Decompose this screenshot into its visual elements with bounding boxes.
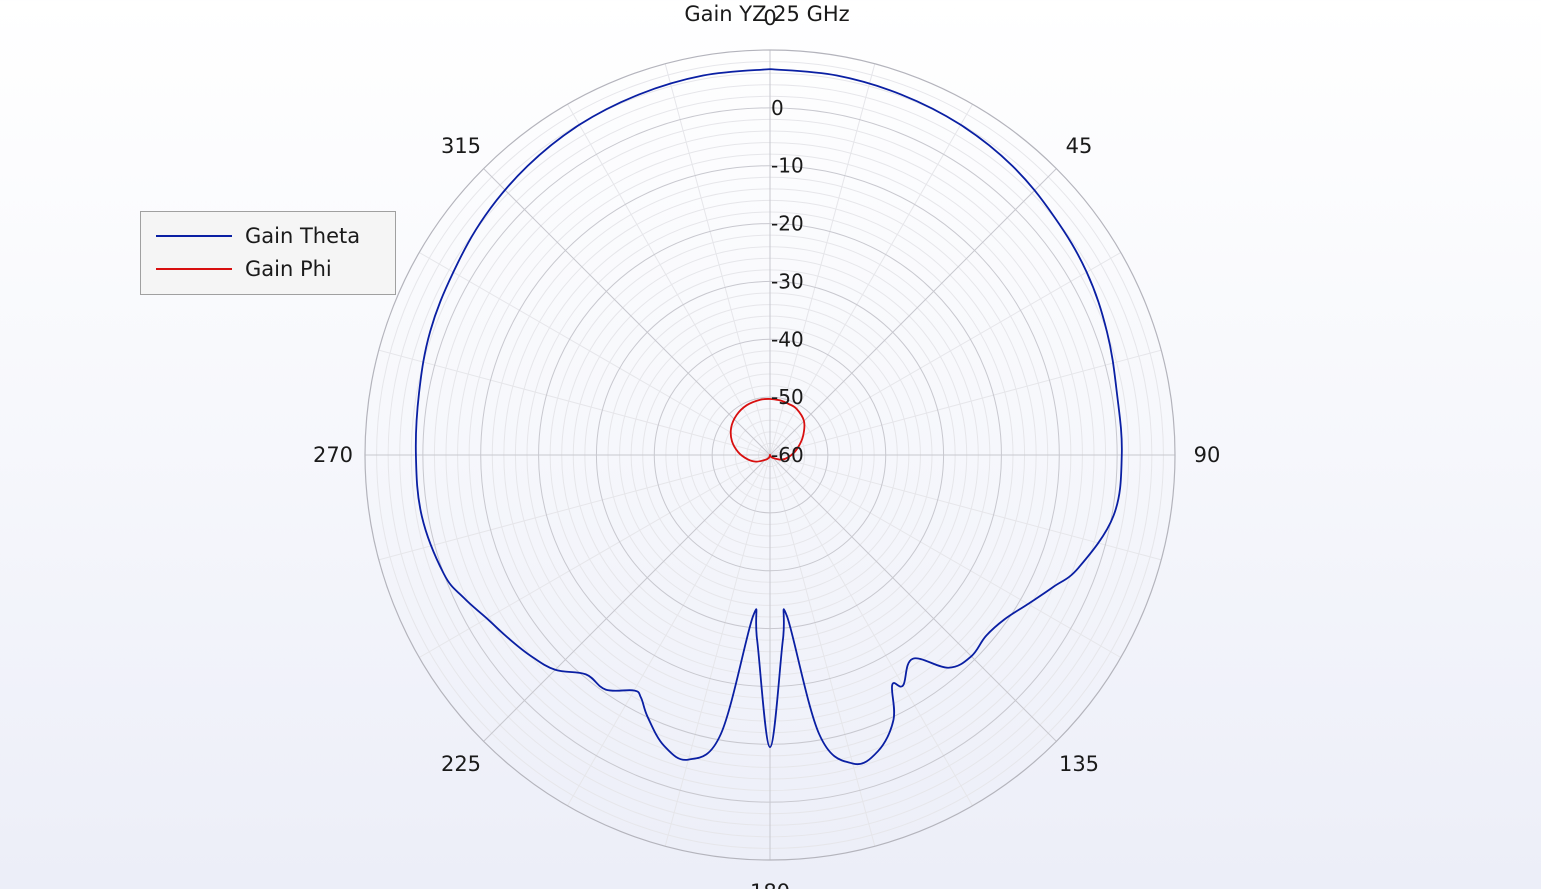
major-spoke — [769, 168, 1057, 456]
radial-tick-label: -40 — [771, 327, 804, 351]
minor-spoke — [769, 252, 1121, 456]
series-layer — [414, 68, 1123, 766]
minor-spoke — [769, 349, 1162, 456]
legend-label-gain-theta: Gain Theta — [245, 224, 360, 248]
angle-tick-label: 0 — [763, 6, 776, 30]
minor-spoke — [378, 349, 771, 456]
minor-spoke — [769, 454, 973, 806]
angle-tick-label: 180 — [750, 880, 790, 889]
radial-tick-labels: 0 -10 -20 -30 -40 -50 -60 — [771, 96, 804, 467]
angle-tick-label: 225 — [441, 752, 481, 776]
chart-title: Gain YZ 25 GHz — [684, 2, 849, 26]
minor-spoke — [664, 63, 771, 456]
radial-tick-label: 0 — [771, 96, 784, 120]
minor-spoke — [769, 454, 1121, 658]
minor-spoke — [419, 454, 771, 658]
minor-spoke — [378, 454, 771, 561]
angle-tick-label: 90 — [1194, 443, 1221, 467]
radial-tick-label: -20 — [771, 212, 804, 236]
legend: Gain Theta Gain Phi — [140, 211, 396, 295]
angle-tick-label: 315 — [441, 134, 481, 158]
major-spoke — [769, 454, 1057, 742]
minor-spoke — [769, 104, 973, 456]
minor-spoke — [664, 454, 771, 847]
radial-tick-label: -10 — [771, 154, 804, 178]
radial-tick-label: -60 — [771, 443, 804, 467]
minor-spoke — [769, 454, 876, 847]
angle-tick-labels: 0 45 90 135 180 225 270 315 — [313, 6, 1221, 893]
major-gridlines — [365, 50, 1175, 860]
minor-spoke — [567, 454, 771, 806]
minor-spoke — [769, 454, 1162, 561]
major-spoke — [483, 454, 771, 742]
radial-tick-label: -30 — [771, 269, 804, 293]
minor-spoke — [419, 252, 771, 456]
series-line-gain-theta — [414, 68, 1123, 766]
angle-tick-label: 270 — [313, 443, 353, 467]
legend-box — [140, 211, 396, 295]
radial-tick-label: -50 — [771, 385, 804, 409]
minor-spoke — [769, 63, 876, 456]
series-line-gain-phi — [729, 397, 806, 463]
legend-label-gain-phi: Gain Phi — [245, 257, 332, 281]
minor-spoke — [567, 104, 771, 456]
outer-ring — [364, 49, 1176, 861]
angle-tick-label: 135 — [1059, 752, 1099, 776]
angle-tick-label: 45 — [1066, 134, 1093, 158]
major-spoke — [483, 168, 771, 456]
